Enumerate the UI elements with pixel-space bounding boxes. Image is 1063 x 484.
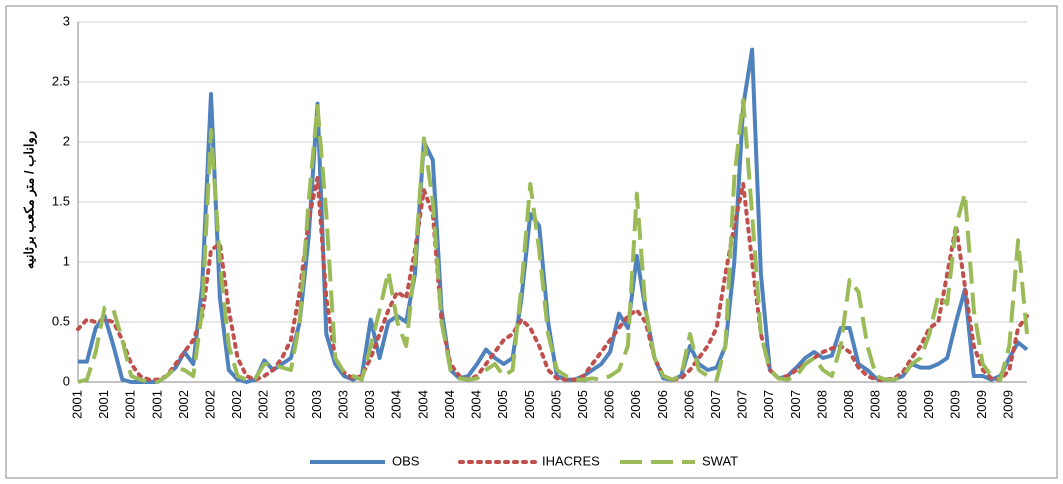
x-tick-label: 2008 — [894, 390, 909, 419]
x-tick-label: 2003 — [309, 390, 324, 419]
x-tick-label: 2003 — [336, 390, 351, 419]
series-line — [77, 98, 1029, 384]
x-tick-label: 2006 — [681, 390, 696, 419]
x-tick-label: 2001 — [123, 390, 138, 419]
x-tick-label: 2006 — [655, 390, 670, 419]
y-tick-label: 0 — [63, 373, 70, 388]
x-tick-label: 2005 — [548, 390, 563, 419]
y-tick-label: 1.5 — [52, 193, 70, 208]
x-tick-label: 2008 — [841, 390, 856, 419]
series-line — [76, 176, 1029, 382]
x-tick-label: 2006 — [602, 390, 617, 419]
x-tick-label: 2006 — [628, 390, 643, 419]
legend-label: OBS — [392, 453, 420, 468]
x-tick-label: 2009 — [1001, 390, 1016, 419]
x-tick-label: 2002 — [202, 390, 217, 419]
x-tick-label: 2007 — [788, 390, 803, 419]
x-tick-label: 2001 — [149, 390, 164, 419]
x-tick-label: 2004 — [389, 390, 404, 419]
x-tick-label: 2004 — [415, 390, 430, 419]
y-tick-label: 3 — [63, 13, 70, 28]
y-tick-label: 1 — [63, 253, 70, 268]
x-tick-label: 2003 — [282, 390, 297, 419]
chart-border — [5, 5, 1058, 479]
x-tick-label: 2008 — [868, 390, 883, 419]
x-tick-label: 2001 — [69, 390, 84, 419]
x-tick-label: 2007 — [761, 390, 776, 419]
legend-label: SWAT — [702, 453, 738, 468]
x-tick-label: 2001 — [96, 390, 111, 419]
x-tick-label: 2002 — [229, 390, 244, 419]
y-tick-label: 2 — [63, 133, 70, 148]
x-tick-label: 2004 — [442, 390, 457, 419]
x-tick-label: 2005 — [522, 390, 537, 419]
x-tick-label: 2007 — [708, 390, 723, 419]
y-tick-label: 2.5 — [52, 73, 70, 88]
x-tick-label: 2002 — [256, 390, 271, 419]
y-axis-title: رواناب / متر مکعب برثانیه — [21, 131, 37, 269]
x-tick-label: 2005 — [575, 390, 590, 419]
x-tick-label: 2009 — [947, 390, 962, 419]
legend-label: IHACRES — [542, 453, 600, 468]
x-tick-label: 2004 — [469, 390, 484, 419]
x-tick-label: 2009 — [974, 390, 989, 419]
x-tick-label: 2002 — [176, 390, 191, 419]
y-tick-label: 0.5 — [52, 313, 70, 328]
x-tick-label: 2009 — [921, 390, 936, 419]
x-tick-label: 2007 — [735, 390, 750, 419]
x-tick-label: 2005 — [495, 390, 510, 419]
x-tick-label: 2003 — [362, 390, 377, 419]
x-tick-label: 2008 — [814, 390, 829, 419]
